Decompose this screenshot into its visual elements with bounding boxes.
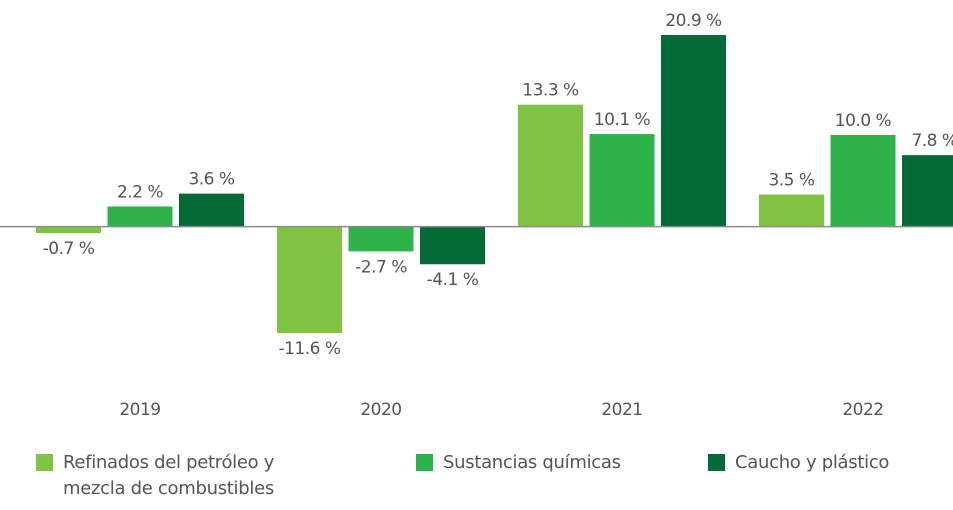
bar [589, 134, 655, 227]
legend-item: Refinados del petróleo y mezcla de combu… [36, 450, 416, 502]
bar [830, 134, 896, 227]
bar [518, 104, 583, 227]
legend-swatch [36, 454, 53, 471]
value-label: 13.3 % [522, 81, 579, 101]
legend-label: Refinados del petróleo y mezcla de combu… [63, 452, 275, 499]
legend-swatch [416, 454, 433, 471]
value-label: -11.6 % [278, 339, 340, 359]
x-tick-label: 2019 [119, 400, 160, 420]
legend-swatch [708, 454, 725, 471]
chart: -0.7 % 2.2 % 3.6 % 2019 -11.6 % -2.7 % -4.1 % 2… [0, 11, 953, 420]
legend-item: Sustancias químicas [416, 450, 708, 502]
bar [420, 226, 485, 265]
x-tick-label: 2020 [360, 400, 401, 420]
bar [36, 226, 101, 234]
bar [107, 206, 173, 227]
bar [902, 155, 953, 227]
legend-label: Caucho y plástico [735, 452, 890, 473]
x-tick-label: 2021 [601, 400, 642, 420]
value-label: 10.0 % [835, 111, 892, 131]
value-label: 3.6 % [188, 170, 234, 190]
bar [179, 193, 244, 227]
value-label: 7.8 % [911, 131, 953, 151]
bar [277, 226, 342, 333]
value-label: -2.7 % [355, 257, 407, 277]
legend-label: Sustancias químicas [443, 452, 621, 473]
value-label: 2.2 % [117, 182, 163, 202]
value-label: 10.1 % [594, 110, 651, 130]
legend-item: Caucho y plástico [708, 450, 953, 502]
x-tick-label: 2022 [842, 400, 883, 420]
bar [661, 35, 726, 227]
bar [348, 226, 414, 252]
value-label: 3.5 % [768, 171, 814, 191]
bar [759, 194, 824, 227]
value-label: 20.9 % [665, 11, 722, 31]
value-label: -4.1 % [427, 270, 479, 290]
value-label: -0.7 % [43, 239, 95, 259]
legend: Refinados del petróleo y mezcla de combu… [36, 450, 953, 502]
